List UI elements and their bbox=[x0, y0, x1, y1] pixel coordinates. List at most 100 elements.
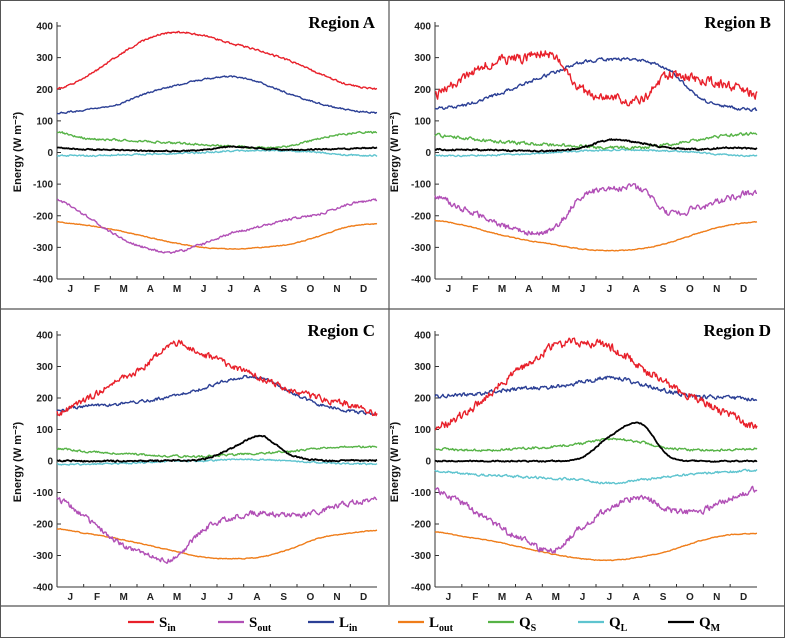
legend-item-ql: QL bbox=[578, 615, 628, 634]
x-tick-label: J bbox=[201, 592, 207, 603]
series-line-lout bbox=[434, 531, 758, 562]
series-line-ql bbox=[434, 148, 758, 158]
y-tick-label: 400 bbox=[36, 22, 53, 33]
x-tick-label: S bbox=[660, 592, 667, 603]
y-tick-label: -200 bbox=[33, 520, 53, 531]
series-line-sin bbox=[56, 30, 378, 91]
panel-region-b: Region B Energy (W m⁻²) 400 300 200 100 0 -10… bbox=[389, 13, 771, 295]
y-tick-label: 300 bbox=[36, 362, 53, 373]
series-line-qm bbox=[56, 434, 378, 463]
series-line-lout bbox=[56, 220, 378, 250]
panel-title: Region A bbox=[308, 13, 375, 32]
series-line-ql bbox=[434, 468, 758, 485]
legend-label: QL bbox=[609, 615, 628, 634]
y-axis-label: Energy (W m⁻²) bbox=[389, 111, 401, 192]
x-tick-label: A bbox=[253, 284, 260, 295]
y-tick-label: 300 bbox=[36, 53, 53, 64]
panel-title: Region B bbox=[704, 13, 771, 32]
legend-label: QS bbox=[519, 615, 537, 634]
x-tick-label: M bbox=[173, 592, 181, 603]
legend-label: Sout bbox=[249, 615, 272, 634]
y-tick-label: 400 bbox=[414, 22, 431, 33]
x-tick-label: A bbox=[147, 592, 154, 603]
series-line-sout bbox=[434, 182, 757, 236]
legend-item-qs: QS bbox=[488, 615, 537, 634]
y-tick-label: 200 bbox=[36, 85, 53, 96]
series-line-sin bbox=[434, 50, 758, 107]
x-tick-label: N bbox=[333, 592, 340, 603]
x-tick-label: O bbox=[306, 592, 314, 603]
x-tick-label: O bbox=[306, 284, 314, 295]
x-tick-label: M bbox=[498, 284, 506, 295]
x-tick-label: F bbox=[472, 284, 478, 295]
x-tick-label: J bbox=[68, 592, 74, 603]
y-tick-label: 400 bbox=[36, 331, 53, 342]
x-tick-label: J bbox=[446, 284, 452, 295]
x-tick-label: M bbox=[552, 284, 560, 295]
y-tick-label: 400 bbox=[414, 331, 431, 342]
panel-region-d: Region D Energy (W m⁻²) 400 300 200 100 0 -10… bbox=[389, 321, 771, 603]
x-tick-label: M bbox=[173, 284, 181, 295]
series-line-qm bbox=[434, 138, 758, 153]
x-tick-label: O bbox=[686, 592, 694, 603]
panel-region-a: Region A Energy (W m⁻²) 400 300 200 100 0 -10… bbox=[12, 13, 378, 295]
x-tick-label: A bbox=[633, 284, 640, 295]
x-tick-label: J bbox=[228, 592, 234, 603]
x-tick-label: J bbox=[580, 592, 586, 603]
legend: Sin Sout Lin Lout QS QL QM bbox=[128, 615, 721, 634]
x-tick-label: S bbox=[280, 592, 287, 603]
x-tick-label: F bbox=[472, 592, 478, 603]
y-tick-label: 0 bbox=[47, 148, 53, 159]
x-tick-label: M bbox=[498, 592, 506, 603]
series-line-lin bbox=[56, 75, 378, 115]
series-line-qs bbox=[56, 130, 378, 150]
x-tick-label: J bbox=[580, 284, 586, 295]
x-tick-label: M bbox=[552, 592, 560, 603]
y-tick-label: -200 bbox=[33, 211, 53, 222]
x-tick-label: D bbox=[740, 284, 747, 295]
panel-region-c: Region C Energy (W m⁻²) 400 300 200 100 0 -10… bbox=[12, 321, 378, 603]
legend-item-lin: Lin bbox=[308, 615, 358, 634]
legend-item-lout: Lout bbox=[398, 615, 454, 634]
x-tick-label: S bbox=[280, 284, 287, 295]
x-tick-label: D bbox=[740, 592, 747, 603]
x-tick-label: D bbox=[360, 592, 367, 603]
x-tick-label: A bbox=[147, 284, 154, 295]
x-tick-label: J bbox=[201, 284, 207, 295]
panel-title: Region D bbox=[703, 321, 771, 340]
x-tick-label: F bbox=[94, 284, 100, 295]
x-tick-label: D bbox=[360, 284, 367, 295]
x-tick-label: N bbox=[713, 284, 720, 295]
y-tick-label: -100 bbox=[411, 488, 431, 499]
y-tick-label: 0 bbox=[425, 457, 431, 468]
y-tick-label: -400 bbox=[33, 275, 53, 286]
x-tick-label: N bbox=[333, 284, 340, 295]
panel-title: Region C bbox=[307, 321, 375, 340]
y-tick-label: 300 bbox=[414, 53, 431, 64]
y-tick-label: -300 bbox=[411, 243, 431, 254]
x-tick-label: J bbox=[228, 284, 234, 295]
y-tick-label: 200 bbox=[414, 85, 431, 96]
series-line-sout bbox=[56, 198, 378, 255]
x-tick-label: A bbox=[253, 592, 260, 603]
x-tick-label: N bbox=[713, 592, 720, 603]
series-line-lout bbox=[434, 219, 758, 252]
x-tick-label: A bbox=[633, 592, 640, 603]
x-tick-label: J bbox=[607, 592, 613, 603]
y-tick-label: 100 bbox=[36, 116, 53, 127]
y-tick-label: 100 bbox=[36, 425, 53, 436]
x-tick-label: M bbox=[119, 592, 127, 603]
y-tick-label: 0 bbox=[425, 148, 431, 159]
x-tick-label: A bbox=[525, 284, 532, 295]
legend-item-sout: Sout bbox=[218, 615, 272, 634]
series-line-qs bbox=[434, 131, 758, 151]
y-tick-label: -400 bbox=[33, 583, 53, 594]
y-axis-label: Energy (W m⁻²) bbox=[389, 421, 401, 502]
y-tick-label: -300 bbox=[33, 243, 53, 254]
x-tick-label: A bbox=[525, 592, 532, 603]
series-line-ql bbox=[56, 458, 378, 466]
y-tick-label: 200 bbox=[414, 394, 431, 405]
series-line-sin bbox=[56, 339, 378, 417]
